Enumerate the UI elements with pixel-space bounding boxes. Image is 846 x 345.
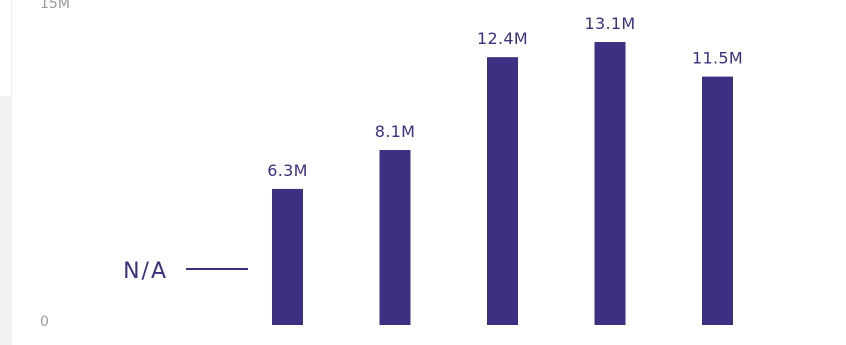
y-tick-bottom-label: 0 <box>40 314 49 330</box>
bar <box>379 150 411 325</box>
bar-value-label: 13.1M <box>585 14 636 33</box>
bar-na-label: N/A <box>123 259 168 284</box>
panel-divider-top <box>0 0 12 96</box>
bar-value-label: 12.4M <box>477 29 528 48</box>
bar-value-label: 11.5M <box>692 49 743 68</box>
y-tick-top-label: 15M <box>40 0 70 12</box>
bar <box>272 188 303 325</box>
bar <box>594 42 626 325</box>
bar <box>702 76 733 325</box>
bar-value-label: 8.1M <box>375 122 415 141</box>
bar <box>487 57 518 325</box>
bar-value-label: 6.3M <box>267 161 307 180</box>
bars-group: N/A 6.3M 8.1M 12.4M 13.1M 11.5M <box>123 14 743 325</box>
panel-divider <box>0 96 12 345</box>
